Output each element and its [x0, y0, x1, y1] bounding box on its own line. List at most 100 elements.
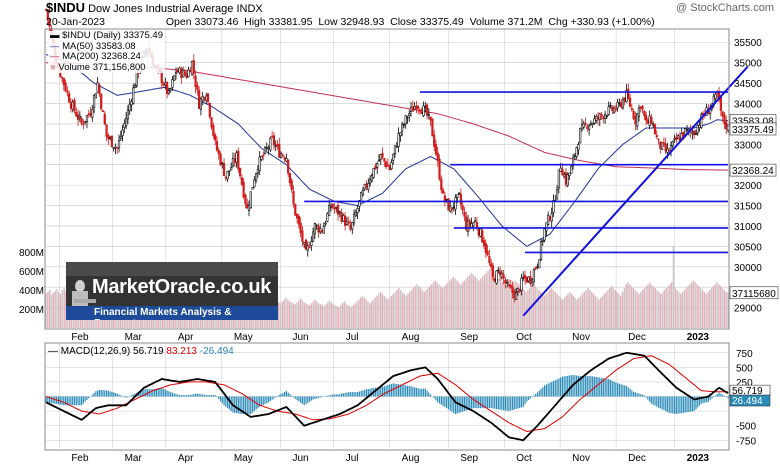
macd-histogram-bar: [554, 380, 556, 397]
volume-bar: [723, 290, 726, 328]
volume-bar: [518, 284, 520, 328]
volume-bar: [645, 286, 647, 328]
macd-histogram-bar: [470, 396, 473, 409]
price-tick-label: 33000: [734, 140, 762, 151]
volume-bar: [563, 297, 566, 328]
candle-body: [600, 114, 603, 117]
macd-histogram-bar: [100, 390, 102, 397]
price-tick-label: 34000: [734, 99, 762, 110]
macd-histogram-bar: [511, 396, 514, 411]
volume-bar: [50, 294, 53, 328]
candle-body: [324, 222, 327, 225]
macd-histogram-bar: [196, 393, 198, 397]
candle-body: [509, 285, 512, 288]
volume-bar: [332, 304, 335, 328]
macd-histogram-bar: [77, 396, 79, 406]
candle-body: [580, 124, 584, 130]
candle-body: [402, 124, 406, 126]
macd-histogram-bar: [576, 375, 578, 397]
volume-bar: [709, 290, 711, 328]
candle-body: [570, 166, 573, 174]
macd-histogram-bar: [540, 388, 542, 397]
volume-bar: [603, 293, 606, 328]
macd-histogram-bar: [155, 388, 158, 397]
candle-body: [299, 222, 302, 234]
candle-body: [62, 77, 65, 85]
volume-bar: [700, 288, 702, 328]
candle-body: [360, 192, 363, 203]
candle-body: [502, 274, 505, 279]
volume-bar: [316, 301, 318, 328]
macd-histogram-bar: [574, 375, 576, 397]
candle-body: [340, 212, 343, 222]
macd-histogram-bar: [579, 376, 581, 397]
volume-bar: [336, 306, 338, 328]
candle-body: [639, 106, 642, 109]
macd-histogram-bar: [287, 392, 289, 397]
candle-body: [71, 101, 74, 110]
legend-price: ▬ $INDU (Daily) 33375.49: [50, 30, 163, 41]
candle-body: [618, 101, 621, 104]
macd-histogram-bar: [447, 396, 450, 410]
macd-tick-label: 250: [736, 378, 753, 389]
macd-histogram-bar: [178, 395, 181, 397]
month-axis: Feb Feb Mar Mar Apr Apr May May Jun Jun Jul Jul Aug A…: [71, 332, 709, 464]
candle-body: [230, 167, 233, 171]
candle-body: [488, 255, 491, 264]
volume-bar: [278, 302, 280, 328]
candle-body: [66, 91, 69, 93]
month-label: Apr: [178, 453, 194, 464]
volume-bar: [672, 246, 675, 328]
volume-bar: [403, 293, 405, 328]
candle-body: [723, 114, 726, 125]
exchange: INDX: [236, 3, 263, 15]
candle-body: [271, 135, 274, 138]
macd-histogram-bar: [351, 392, 353, 397]
macd-histogram-bar: [406, 385, 409, 397]
macd-histogram-bar: [720, 393, 722, 397]
candle-body: [495, 270, 498, 284]
macd-histogram-bar: [218, 396, 220, 400]
volume-bar: [436, 282, 438, 328]
candle-body: [48, 19, 51, 27]
candle-body: [347, 221, 350, 224]
volume-bar: [505, 286, 507, 328]
volume-bar: [307, 304, 309, 328]
candle-body: [290, 180, 293, 190]
macd-histogram-bar: [714, 395, 717, 397]
macd-histogram-bar: [492, 396, 494, 409]
candle-body: [173, 75, 176, 81]
volume-bar: [356, 301, 358, 328]
volume-bar: [501, 282, 504, 328]
candle-body: [490, 263, 493, 268]
macd-histogram-bar: [442, 396, 444, 406]
candle-body: [449, 205, 452, 212]
volume-bar: [416, 284, 418, 328]
logo-title: MarketOracle.co.uk: [92, 276, 272, 298]
chart-legend: ▬ $INDU (Daily) 33375.49 — MA(50) 33583.…: [48, 30, 165, 73]
month-label: Mar: [125, 453, 143, 464]
volume-bar: [703, 291, 706, 328]
volume-bar: [696, 284, 698, 328]
macd-histogram-bar: [524, 396, 526, 405]
macd-histogram-bar: [538, 390, 540, 397]
macd-histogram-bar: [191, 394, 193, 397]
volume-bar: [381, 293, 384, 328]
volume-bar: [376, 295, 378, 328]
candle-body: [260, 156, 263, 160]
macd-histogram-bar: [490, 396, 492, 409]
candle-body: [547, 214, 550, 225]
macd-histogram-bar: [600, 377, 603, 397]
candle-body: [545, 222, 548, 232]
macd-histogram-bar: [166, 390, 168, 397]
candle-body: [331, 204, 334, 209]
macd-histogram-bar: [679, 396, 681, 414]
candle-body: [611, 106, 614, 111]
candle-body: [623, 97, 626, 102]
volume-bar: [318, 303, 320, 328]
macd-tick-label: 750: [736, 349, 753, 360]
macd-histogram-bar: [371, 388, 373, 397]
candle-body: [440, 178, 443, 191]
volume-bar: [650, 284, 653, 328]
month-label: Oct: [516, 453, 532, 464]
